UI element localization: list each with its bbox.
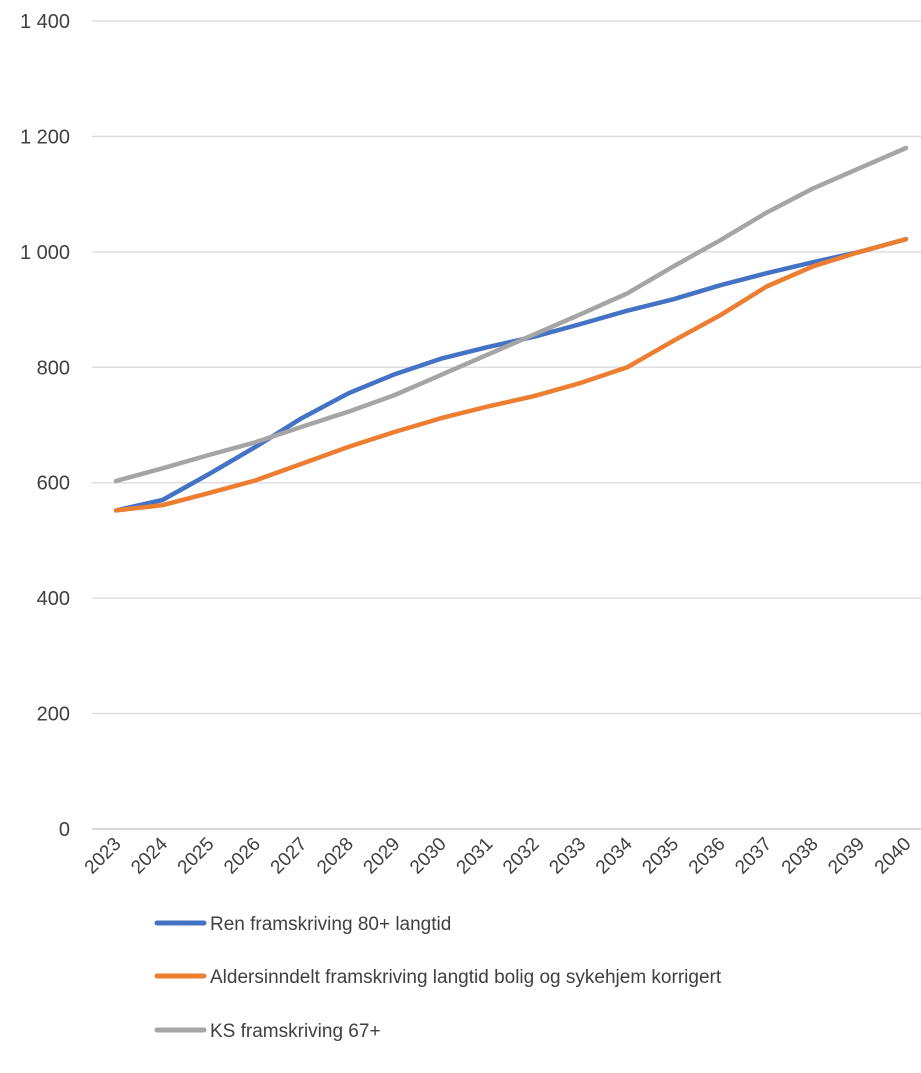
legend-label: Aldersinndelt framskriving langtid bolig… (210, 967, 722, 988)
series-line-3 (113, 145, 909, 484)
x-tick-label: 2037 (731, 834, 776, 879)
x-axis-tick-labels: 2023 2024 2025 2026 2027 2028 2029 2030 2031 2032… (81, 833, 916, 878)
x-tick-label: 2035 (638, 834, 683, 879)
x-tick-label: 2023 (81, 834, 126, 879)
legend-label: KS framskriving 67+ (210, 1021, 381, 1042)
y-tick-label: 1 000 (20, 242, 70, 264)
legend-label: Ren framskriving 80+ langtid (210, 914, 451, 935)
x-tick-label: 2028 (313, 834, 358, 879)
x-tick-label: 2031 (453, 834, 498, 879)
x-tick-label: 2033 (545, 834, 590, 879)
series-line-1 (113, 236, 909, 513)
x-tick-label: 2038 (778, 834, 823, 879)
x-tick-label: 2025 (174, 834, 219, 879)
x-tick-label: 2036 (685, 834, 730, 879)
legend: Ren framskriving 80+ langtid Aldersinndel… (154, 914, 722, 1042)
x-tick-label: 2032 (499, 834, 544, 879)
y-tick-label: 0 (59, 819, 70, 841)
y-axis-tick-labels: 0 200 400 600 800 1 000 1 200 1 400 (20, 11, 70, 841)
y-tick-label: 1 200 (20, 126, 70, 148)
gridlines (92, 20, 921, 830)
x-tick-label: 2029 (360, 834, 405, 879)
series-line-2 (113, 236, 909, 513)
y-tick-label: 200 (37, 704, 70, 726)
y-tick-label: 400 (37, 588, 70, 610)
x-tick-label: 2027 (267, 834, 312, 879)
x-tick-label: 2030 (406, 834, 451, 879)
x-tick-label: 2026 (220, 834, 265, 879)
series-lines (113, 145, 909, 513)
x-tick-label: 2040 (871, 834, 916, 879)
x-tick-label: 2024 (127, 833, 172, 878)
x-tick-label: 2034 (592, 833, 637, 878)
x-tick-label: 2039 (824, 834, 869, 879)
y-tick-label: 800 (37, 357, 70, 379)
y-tick-label: 600 (37, 473, 70, 495)
y-tick-label: 1 400 (20, 11, 70, 33)
